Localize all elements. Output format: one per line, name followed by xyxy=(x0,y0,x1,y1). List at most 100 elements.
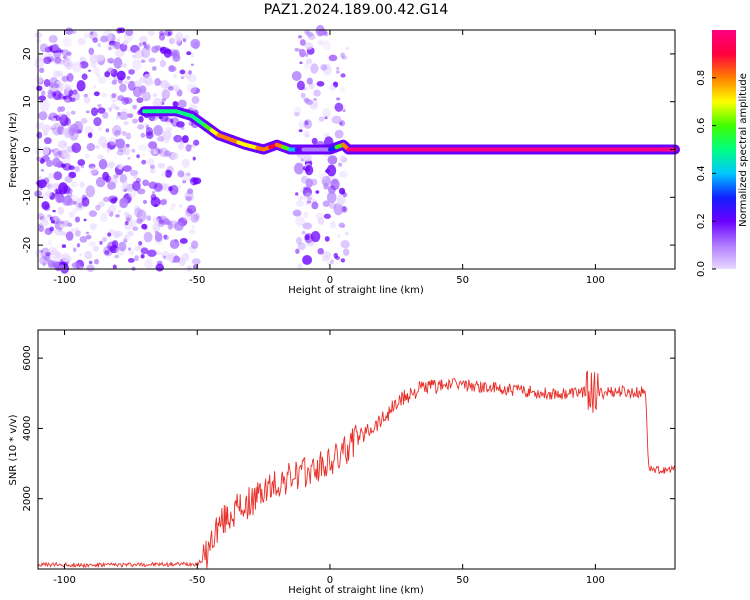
spectrogram-noise-blob xyxy=(36,156,42,162)
spectrogram-noise-blob xyxy=(57,113,67,123)
spectrogram-noise-blob xyxy=(182,180,187,184)
spectrogram-noise-blob xyxy=(191,258,201,266)
spectrogram-noise-blob xyxy=(66,255,73,262)
spectrogram-noise-blob xyxy=(128,188,137,199)
spectrogram-noise-blob xyxy=(339,154,346,160)
spectrogram-noise-blob xyxy=(87,132,93,139)
spectrogram-noise-blob xyxy=(63,152,71,159)
spectrogram-noise-blob xyxy=(297,242,306,251)
spectrogram-noise-blob xyxy=(64,175,73,183)
colorbar-tick-label: 0.4 xyxy=(696,165,707,181)
spectrogram-noise-blob xyxy=(52,90,62,101)
spectrogram-noise-blob xyxy=(123,97,133,104)
spectrogram-noise-blob xyxy=(342,248,350,256)
spectrogram-noise-blob xyxy=(305,99,314,105)
spectrogram-noise-blob xyxy=(315,25,325,37)
spectrogram-noise-blob xyxy=(89,31,94,36)
spectrogram-noise-blob xyxy=(322,107,331,119)
spectrogram-noise-blob xyxy=(115,139,119,144)
spectrogram-noise-blob xyxy=(299,61,303,65)
spectrogram-noise-blob xyxy=(126,217,131,223)
spectrogram-noise-blob xyxy=(122,165,132,172)
spectrogram-noise-blob xyxy=(52,209,56,213)
spectrogram-noise-blob xyxy=(97,76,107,84)
spectrogram-noise-blob xyxy=(329,259,334,265)
spectrogram-noise-blob xyxy=(90,107,99,117)
x-tick-label: 0 xyxy=(327,575,333,586)
colorbar-label: Normalized spectral amplitude xyxy=(738,73,749,227)
spectrogram-noise-blob xyxy=(102,196,110,203)
spectrogram-noise-blob xyxy=(331,115,342,124)
spectrogram-noise-blob xyxy=(170,152,179,160)
spectrogram-noise-blob xyxy=(43,56,52,65)
spectrogram-noise-blob xyxy=(336,194,346,206)
spectrogram-noise-blob xyxy=(107,241,117,252)
spectrogram-noise-blob xyxy=(323,40,331,51)
spectrogram-noise-blob xyxy=(313,98,317,101)
spectrogram-noise-blob xyxy=(132,180,141,192)
y-tick-label: -20 xyxy=(22,237,33,253)
spectrogram-noise-blob xyxy=(120,64,124,67)
spectrogram-noise-blob xyxy=(70,228,75,233)
spectrogram-noise-blob xyxy=(81,197,90,207)
x-tick-label: 50 xyxy=(456,575,469,586)
spectrogram-noise-blob xyxy=(291,71,302,81)
spectrogram-noise-blob xyxy=(154,77,161,87)
spectrogram-noise-blob xyxy=(326,164,337,177)
spectrogram-noise-blob xyxy=(118,165,123,170)
spectrogram-noise-blob xyxy=(303,62,310,70)
spectrogram-noise-blob xyxy=(177,184,182,189)
spectrogram-noise-blob xyxy=(38,175,43,181)
spectrogram-noise-blob xyxy=(38,95,47,102)
spectrogram-noise-blob xyxy=(110,92,119,103)
spectrogram-noise-blob xyxy=(36,131,43,139)
spectrogram-noise-blob xyxy=(123,121,129,126)
spectrogram-noise-blob xyxy=(119,197,129,209)
spectrogram-noise-blob xyxy=(117,95,125,102)
spectrogram-noise-blob xyxy=(335,70,340,74)
spectrogram-noise-blob xyxy=(136,97,144,104)
colorbar-gradient xyxy=(712,30,736,269)
spectrogram-noise-blob xyxy=(328,54,338,62)
spectrogram-noise-blob xyxy=(48,116,53,120)
spectrogram-noise-blob xyxy=(72,200,77,205)
spectrogram-noise-blob xyxy=(80,118,88,124)
spectrogram-noise-blob xyxy=(163,234,169,241)
spectrogram-noise-blob xyxy=(186,172,191,177)
spectrogram-noise-blob xyxy=(111,79,118,85)
spectrogram-noise-blob xyxy=(304,42,313,50)
spectrogram-noise-blob xyxy=(51,148,55,153)
spectrogram-noise-blob xyxy=(52,70,60,78)
spectrogram-noise-blob xyxy=(100,35,109,43)
spectrogram-noise-blob xyxy=(295,236,303,245)
spectrogram-noise-blob xyxy=(95,204,101,211)
spectrogram-noise-blob xyxy=(294,111,300,117)
spectrogram-noise-blob xyxy=(60,196,66,203)
spectrogram-noise-blob xyxy=(325,168,330,174)
spectrogram-noise-blob xyxy=(110,197,117,204)
spectrogram-noise-blob xyxy=(321,175,331,187)
spectrogram-noise-blob xyxy=(301,230,306,235)
spectrogram-noise-blob xyxy=(79,253,83,256)
spectrogram-noise-blob xyxy=(67,93,72,100)
spectrogram-noise-blob xyxy=(118,111,129,121)
spectrogram-noise-blob xyxy=(177,143,185,151)
spectrogram-noise-blob xyxy=(178,257,186,266)
spectrogram-noise-blob xyxy=(113,57,123,69)
spectrogram-noise-blob xyxy=(167,220,173,225)
spectrogram-noise-blob xyxy=(130,219,137,227)
spectrogram-noise-blob xyxy=(106,141,116,150)
spectrogram-noise-blob xyxy=(298,120,306,129)
spectrogram-noise-blob xyxy=(306,77,313,85)
spectrogram-noise-blob xyxy=(169,184,179,196)
spectrogram-noise-blob xyxy=(188,70,192,75)
spectrogram-noise-blob xyxy=(66,198,74,206)
spectrogram-noise-blob xyxy=(169,207,174,211)
spectrogram-noise-blob xyxy=(123,211,130,217)
spectrogram-noise-blob xyxy=(186,83,197,94)
spectrogram-noise-blob xyxy=(39,218,49,227)
spectrogram-noise-blob xyxy=(143,231,153,243)
spectrogram-noise-blob xyxy=(180,76,185,79)
spectrogram-noise-blob xyxy=(127,156,131,160)
